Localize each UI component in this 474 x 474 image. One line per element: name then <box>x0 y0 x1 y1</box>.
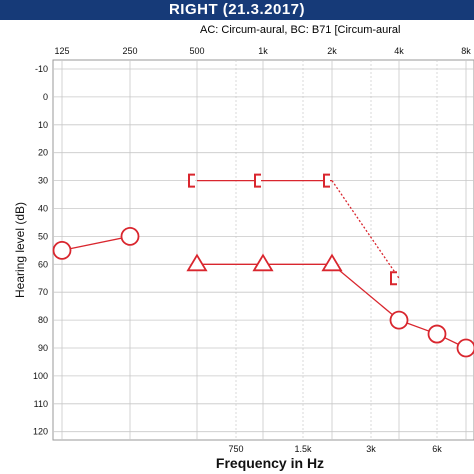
y-tick-label: 10 <box>38 120 48 130</box>
x-top-tick-label: 8k <box>461 46 471 56</box>
y-tick-label: 110 <box>34 399 48 409</box>
circle-marker <box>120 226 140 246</box>
x-bottom-tick-label: 750 <box>228 444 243 454</box>
y-tick-label: 80 <box>38 315 48 325</box>
bracket-marker <box>188 173 195 188</box>
transducer-subtitle: AC: Circum-aural, BC: B71 [Circum-aural <box>200 24 401 36</box>
y-tick-label: 120 <box>33 427 48 437</box>
series-connector <box>331 263 400 321</box>
plot-area <box>52 59 474 441</box>
x-top-tick-label: 500 <box>189 46 204 56</box>
y-tick-label: 40 <box>38 204 48 214</box>
circle-marker <box>456 338 474 358</box>
y-tick-label: 20 <box>38 148 48 158</box>
y-tick-label: 100 <box>33 371 48 381</box>
y-tick-label: -10 <box>35 64 48 74</box>
bracket-marker <box>254 173 261 188</box>
bracket-marker-bg <box>188 173 195 188</box>
triangle-marker <box>252 253 274 272</box>
x-bottom-tick-label: 1.5k <box>294 444 312 454</box>
x-bottom-tick-label: 3k <box>366 444 376 454</box>
x-bottom-tick-label: 6k <box>432 444 442 454</box>
x-top-tick-label: 1k <box>258 46 268 56</box>
triangle-marker <box>321 253 343 272</box>
y-tick-label: 70 <box>38 287 48 297</box>
series-line <box>61 235 131 251</box>
y-tick-label: 0 <box>43 92 48 102</box>
bracket-marker <box>390 271 397 286</box>
triangle-marker <box>186 253 208 272</box>
y-tick-label: 50 <box>38 231 48 241</box>
x-top-tick-label: 4k <box>394 46 404 56</box>
bracket-marker-bg <box>254 173 261 188</box>
circle-marker <box>389 310 409 330</box>
x-top-tick-label: 2k <box>327 46 337 56</box>
bracket-marker-bg <box>323 173 330 188</box>
bracket-marker <box>323 173 330 188</box>
x-top-tick-label: 125 <box>54 46 69 56</box>
circle-marker <box>427 324 447 344</box>
x-top-tick-label: 250 <box>122 46 137 56</box>
y-tick-label: 60 <box>38 259 48 269</box>
x-axis-title: Frequency in Hz <box>216 455 324 471</box>
bracket-marker-bg <box>390 271 397 286</box>
y-axis-title: Hearing level (dB) <box>13 202 27 298</box>
circle-marker <box>52 240 72 260</box>
y-tick-label: 90 <box>38 343 48 353</box>
chart-title-bar: RIGHT (21.3.2017) <box>0 0 474 20</box>
y-tick-label: 30 <box>38 176 48 186</box>
